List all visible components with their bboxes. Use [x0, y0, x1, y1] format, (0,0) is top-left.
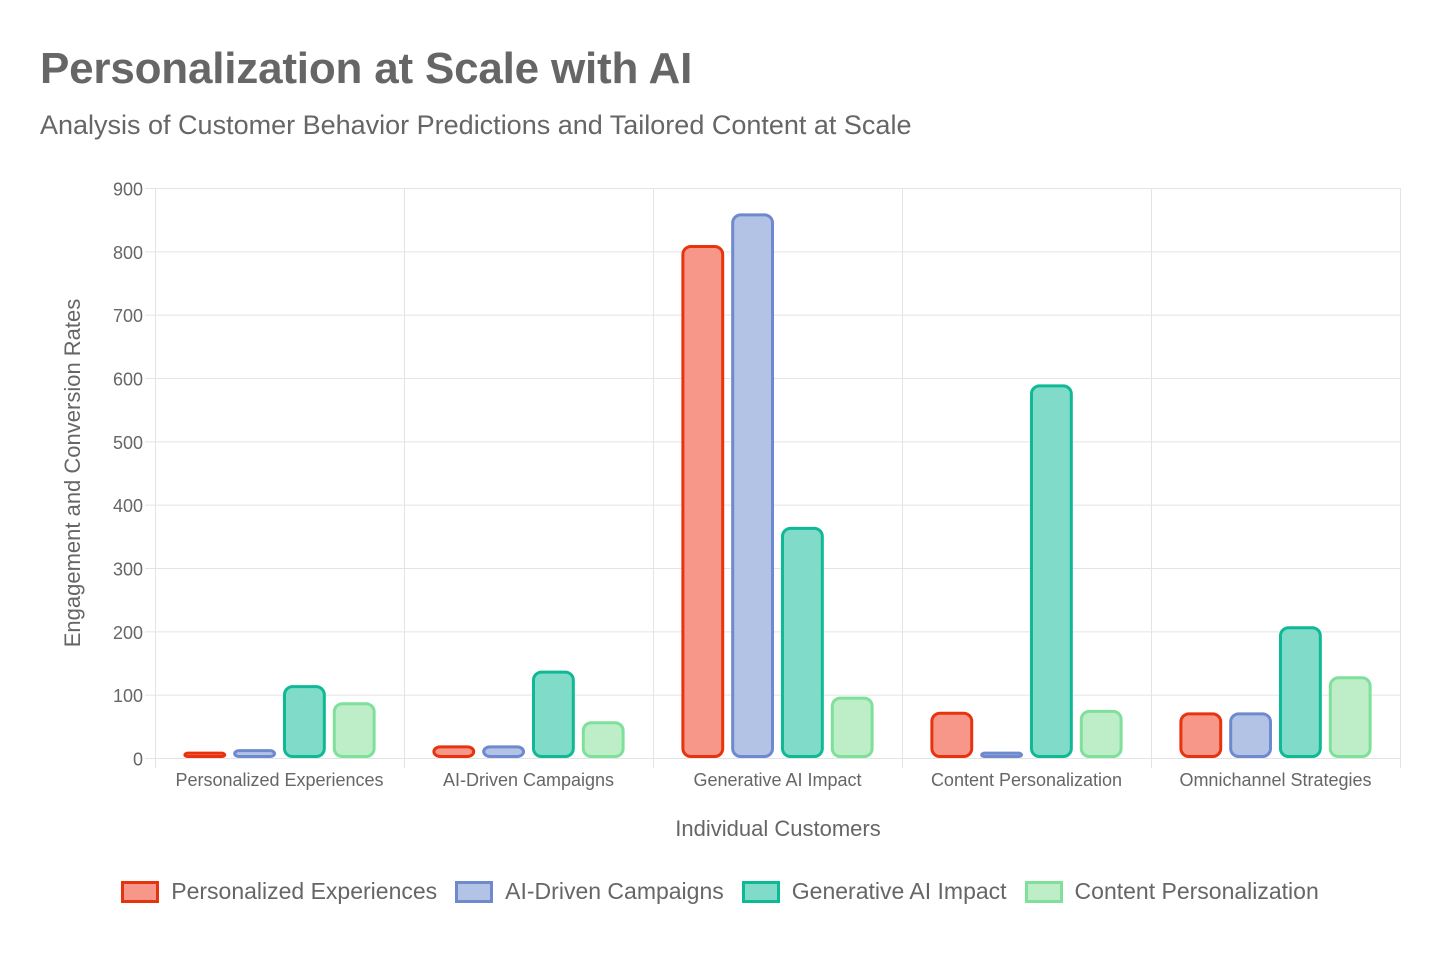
bar[interactable] — [1179, 712, 1223, 759]
chart-title: Personalization at Scale with AI — [40, 44, 693, 93]
y-tick-label: 300 — [113, 560, 143, 580]
bar[interactable] — [1328, 676, 1372, 758]
x-axis-ticks: Personalized Experiences AI-Driven Campai… — [175, 770, 1371, 790]
x-tick-label: AI-Driven Campaigns — [443, 770, 614, 790]
y-tick-label: 900 — [113, 180, 143, 200]
legend-item-personalized-experiences[interactable]: Personalized Experiences — [121, 878, 437, 905]
bar[interactable] — [1029, 384, 1073, 758]
y-tick-label: 500 — [113, 433, 143, 453]
chart-subtitle: Analysis of Customer Behavior Prediction… — [40, 110, 912, 140]
legend-item-content-personalization[interactable]: Content Personalization — [1024, 878, 1319, 905]
bar[interactable] — [731, 213, 775, 759]
legend-label: AI-Driven Campaigns — [505, 878, 724, 904]
bar[interactable] — [482, 745, 526, 758]
bar[interactable] — [1079, 709, 1123, 758]
y-axis-label: Engagement and Conversion Rates — [60, 299, 85, 648]
x-tick-label: Personalized Experiences — [175, 770, 383, 790]
legend-swatch-icon — [455, 880, 494, 903]
legend-label: Content Personalization — [1074, 878, 1319, 904]
y-axis-ticks: 0 100 200 300 400 500 600 700 800 900 — [113, 180, 143, 770]
legend-swatch-icon — [121, 880, 160, 903]
legend-swatch-icon — [1024, 880, 1063, 903]
x-tick-label: Omnichannel Strategies — [1179, 770, 1371, 790]
bar[interactable] — [282, 685, 326, 759]
bar[interactable] — [980, 751, 1024, 759]
legend-label: Personalized Experiences — [171, 878, 438, 904]
bar[interactable] — [332, 702, 376, 758]
y-tick-label: 400 — [113, 496, 143, 516]
y-tick-label: 700 — [113, 306, 143, 326]
bar[interactable] — [830, 696, 874, 758]
legend: Personalized Experiences AI-Driven Campa… — [0, 878, 1440, 905]
bar[interactable] — [581, 721, 625, 758]
bar[interactable] — [681, 245, 725, 758]
bar[interactable] — [780, 526, 824, 758]
bar[interactable] — [183, 751, 227, 759]
legend-item-ai-driven-campaigns[interactable]: AI-Driven Campaigns — [455, 878, 724, 905]
legend-item-generative-ai-impact[interactable]: Generative AI Impact — [741, 878, 1007, 905]
y-tick-label: 600 — [113, 370, 143, 390]
legend-swatch-icon — [741, 880, 780, 903]
bar[interactable] — [1229, 712, 1273, 759]
x-tick-label: Generative AI Impact — [693, 770, 861, 790]
bar[interactable] — [432, 745, 476, 758]
bars — [183, 213, 1372, 759]
x-axis-label: Individual Customers — [675, 816, 880, 841]
y-tick-label: 0 — [133, 750, 143, 770]
bar[interactable] — [930, 711, 974, 758]
legend-label: Generative AI Impact — [791, 878, 1007, 904]
x-tick-label: Content Personalization — [931, 770, 1122, 790]
y-tick-label: 800 — [113, 243, 143, 263]
y-tick-label: 200 — [113, 623, 143, 643]
bar[interactable] — [531, 670, 575, 758]
bar[interactable] — [233, 749, 277, 759]
y-tick-label: 100 — [113, 686, 143, 706]
bar[interactable] — [1278, 626, 1322, 758]
